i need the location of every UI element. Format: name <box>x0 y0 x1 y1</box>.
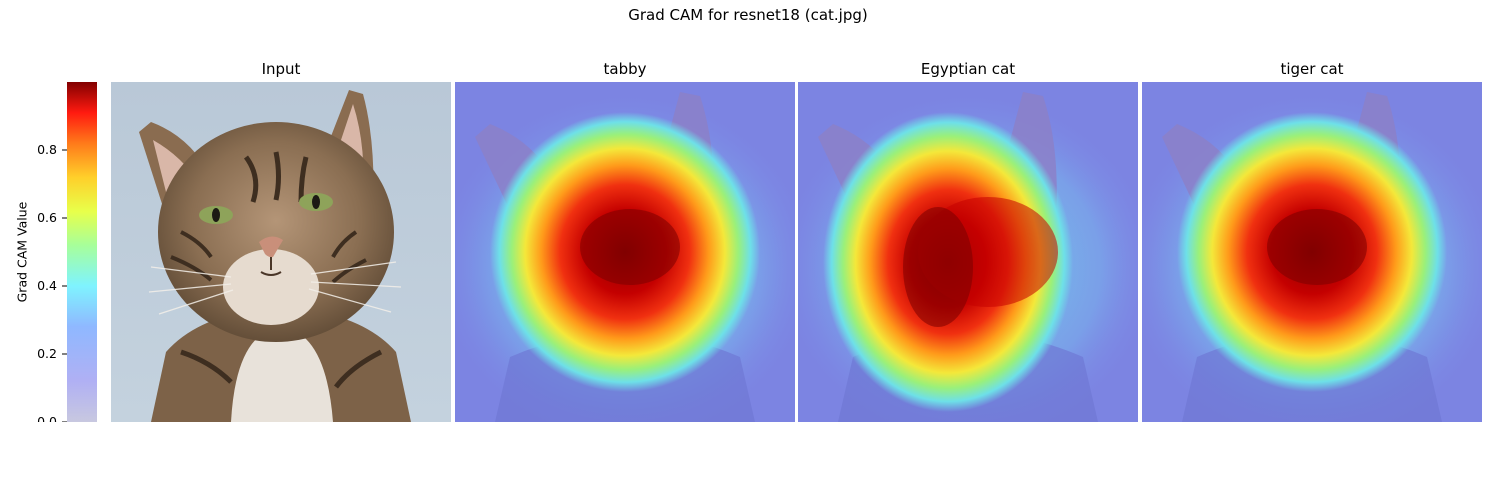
colorbar-tick-label: 0.0 <box>37 414 57 422</box>
colorbar <box>67 82 97 422</box>
panel-title-input: Input <box>261 60 301 78</box>
figure-title: Grad CAM for resnet18 (cat.jpg) <box>628 6 868 24</box>
panel-title-tiger-cat: tiger cat <box>1280 60 1344 78</box>
colorbar-label: Grad CAM Value <box>14 201 30 303</box>
colorbar-tick-label: 0.2 <box>37 346 57 361</box>
colorbar-axis: 0.0 0.2 0.4 0.6 0.8 <box>0 82 67 429</box>
colorbar-tick-label: 0.6 <box>37 210 57 225</box>
cam-panel-tabby <box>455 82 795 422</box>
cat-photo <box>111 82 451 422</box>
cam-panel-tiger-cat <box>1142 82 1482 422</box>
colorbar-tick-label: 0.8 <box>37 142 57 157</box>
panel-title-egyptian-cat: Egyptian cat <box>920 60 1016 78</box>
input-image-panel <box>111 82 451 422</box>
cam-panel-egyptian-cat <box>798 82 1138 422</box>
colorbar-tick-label: 0.4 <box>37 278 57 293</box>
panel-title-tabby: tabby <box>603 60 647 78</box>
colorbar-gradient <box>67 82 97 422</box>
